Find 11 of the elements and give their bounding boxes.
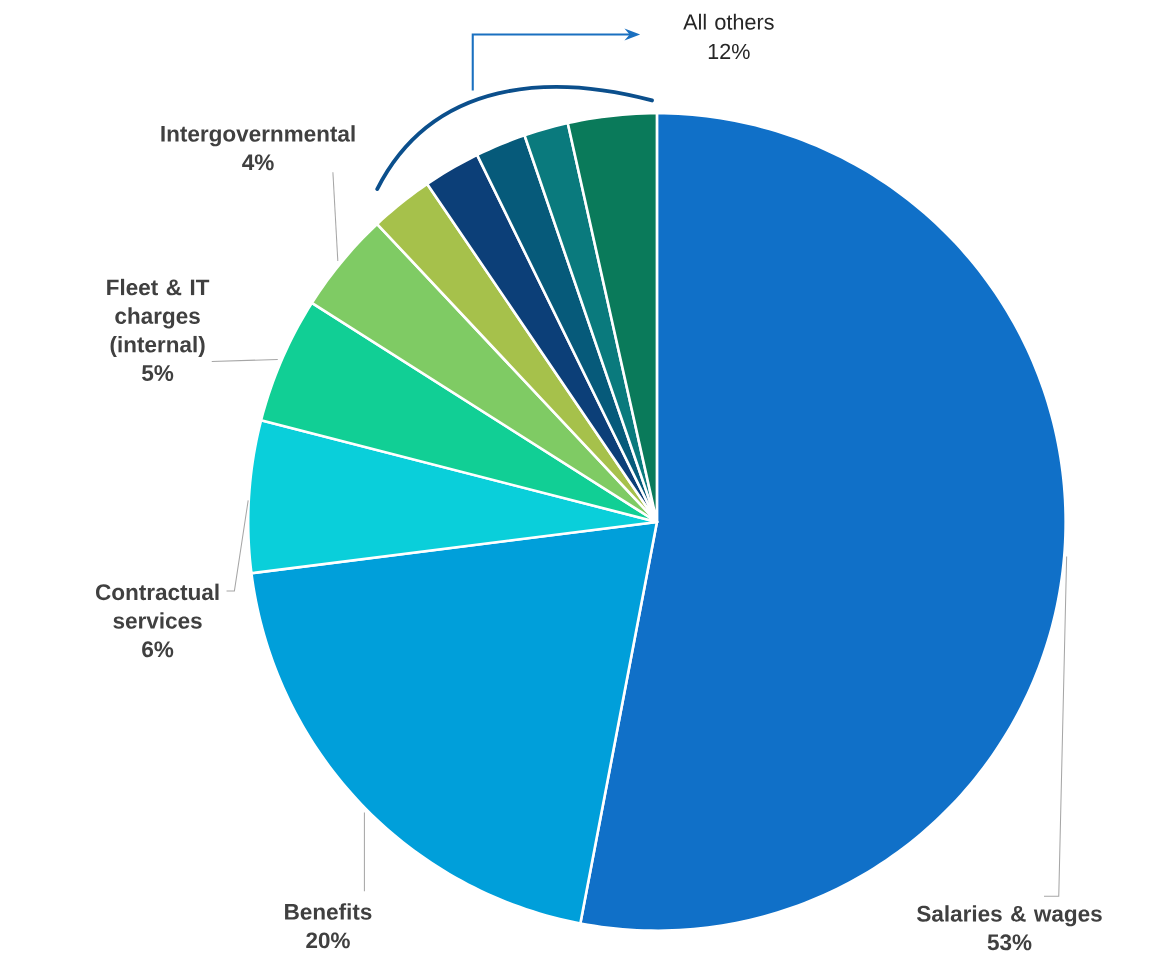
slice-label: Benefits [285, 903, 372, 920]
data-label: 20% [306, 932, 350, 949]
slice-label: Salaries & wages [916, 905, 1102, 927]
slice-label: Fleet & IT charges (internal) [107, 278, 210, 357]
slice-label: Intergovernmental [161, 125, 355, 147]
text: All others 12% [683, 13, 774, 60]
data-label: 5% [142, 365, 174, 382]
data-label: 4% [242, 154, 274, 171]
slice-label: Contractual services [96, 583, 219, 629]
data-label: 6% [142, 641, 174, 658]
data-label: 53% [987, 934, 1032, 951]
